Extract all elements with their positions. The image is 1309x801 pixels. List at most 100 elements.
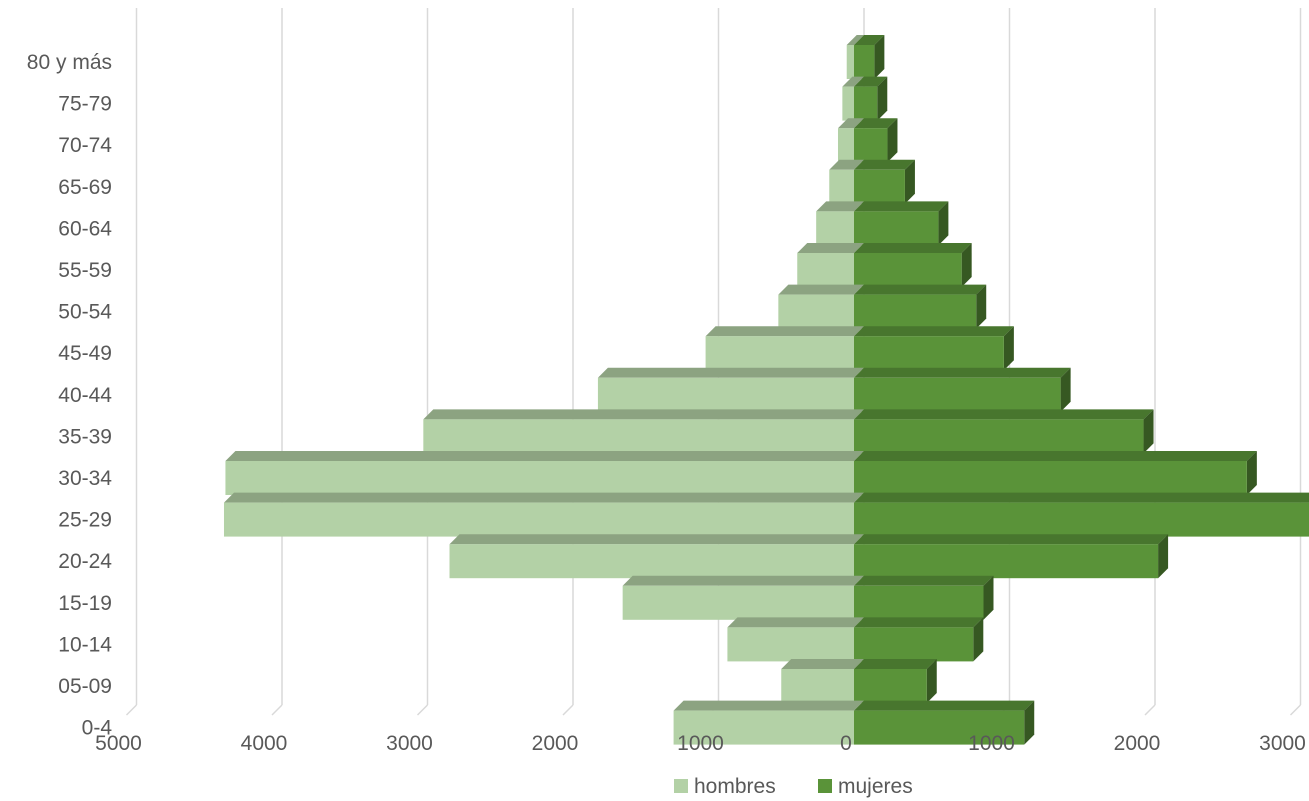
bar-top-face (622, 575, 864, 586)
x-tick-label: 1000 (968, 732, 1015, 755)
bar-front-face (816, 211, 854, 246)
bar-front-face (854, 336, 1004, 371)
category-label: 40-44 (58, 384, 112, 407)
legend-swatch-hombres (674, 779, 688, 793)
bar-side-face (1143, 409, 1154, 454)
bar-front-face (854, 294, 977, 329)
bar-top-face (842, 76, 864, 87)
bar-top-face (854, 700, 1035, 711)
bar-hombres (846, 35, 864, 79)
bar-mujeres (854, 700, 1035, 745)
bar-top-face (854, 326, 1014, 337)
x-tick-label: 5000 (95, 732, 142, 755)
bar-front-face (778, 294, 854, 329)
bar-mujeres (854, 35, 885, 79)
bar-front-face (449, 544, 854, 579)
bar-front-face (854, 710, 1025, 745)
bar-top-face (449, 534, 864, 545)
bar-top-face (705, 326, 864, 337)
bar-mujeres (854, 534, 1169, 579)
category-labels: 0-4 05-09 10-14 15-19 20-24 25-29 30-34 35-39 40… (27, 51, 113, 740)
grid-line-foot (562, 704, 574, 716)
bar-hombres (816, 201, 864, 246)
bar-top-face (854, 284, 987, 295)
bar-front-face (854, 86, 878, 121)
x-tick-label: 4000 (241, 732, 288, 755)
bar-top-face (597, 367, 864, 378)
bar-hombres (423, 409, 864, 454)
bar-top-face (854, 659, 937, 669)
bar-front-face (842, 86, 854, 121)
bar-top-face (854, 492, 1309, 503)
bar-side-face (1003, 326, 1014, 371)
bar-front-face (846, 45, 854, 79)
bar-hombres (829, 159, 864, 204)
bar-mujeres (854, 617, 984, 662)
category-label: 65-69 (58, 176, 112, 199)
bar-top-face (854, 118, 898, 129)
bar-mujeres (854, 118, 898, 163)
bar-mujeres (854, 575, 994, 620)
bar-front-face (854, 128, 888, 163)
bar-top-face (727, 617, 864, 628)
bar-hombres (797, 243, 864, 287)
bar-front-face (854, 253, 962, 287)
bar-side-face (973, 617, 984, 662)
bar-top-face (223, 492, 865, 503)
bar-mujeres (854, 659, 937, 703)
bar-mujeres (854, 159, 915, 204)
x-tick-label: 3000 (1259, 732, 1306, 755)
bar-top-face (854, 451, 1257, 461)
bar-side-face (904, 159, 915, 204)
bar-top-face (854, 76, 888, 87)
bar-hombres (842, 76, 864, 121)
bar-front-face (854, 169, 905, 204)
bar-front-face (223, 502, 855, 537)
bar-hombres (781, 659, 864, 703)
bar-hombres (705, 326, 864, 371)
bar-top-face (854, 534, 1169, 545)
bar-hombres (223, 492, 865, 537)
bar-mujeres (854, 492, 1309, 537)
bar-top-face (837, 118, 864, 129)
bar-front-face (705, 336, 854, 371)
bar-hombres (622, 575, 864, 620)
grid-line-foot (1289, 704, 1302, 716)
category-label: 35-39 (58, 425, 112, 448)
bar-front-face (854, 461, 1247, 495)
category-label: 70-74 (58, 134, 112, 157)
bar-hombres (778, 284, 864, 329)
bar-top-face (225, 451, 864, 461)
x-tick-label: 3000 (386, 732, 433, 755)
bar-mujeres (854, 201, 949, 246)
bar-top-face (854, 367, 1071, 378)
bar-top-face (778, 284, 864, 295)
x-tick-label: 1000 (677, 732, 724, 755)
bar-hombres (837, 118, 864, 163)
bar-mujeres (854, 451, 1257, 495)
bar-front-face (854, 585, 984, 620)
bar-front-face (854, 544, 1159, 579)
bar-top-face (854, 35, 885, 45)
bar-side-face (887, 118, 898, 163)
grid-line-foot (416, 704, 429, 716)
bar-mujeres (854, 76, 888, 121)
bar-top-face (854, 575, 994, 586)
bar-front-face (423, 419, 854, 454)
bar-side-face (961, 243, 972, 287)
legend-label-mujeres: mujeres (838, 775, 913, 798)
bar-front-face (673, 710, 854, 745)
bar-mujeres (854, 409, 1154, 454)
category-label: 0-4 (82, 717, 113, 740)
bar-top-face (854, 201, 949, 212)
bar-top-face (846, 35, 864, 45)
bar-top-face (673, 700, 864, 711)
x-tick-labels: 5000 4000 3000 2000 1000 0 1000 2000 3000 (95, 732, 1306, 755)
bar-front-face (597, 377, 854, 412)
bar-mujeres (854, 284, 987, 329)
bar-side-face (1246, 451, 1257, 495)
bar-side-face (1024, 700, 1035, 745)
bar-side-face (938, 201, 949, 246)
legend: hombres mujeres (674, 775, 913, 798)
